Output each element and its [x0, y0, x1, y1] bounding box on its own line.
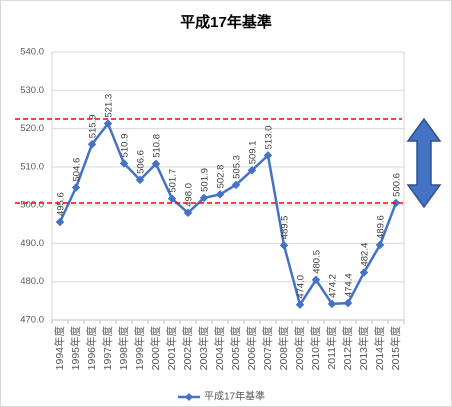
data-point	[183, 208, 193, 218]
data-point	[71, 183, 81, 192]
data-label: 515.9	[88, 114, 99, 138]
data-point	[359, 268, 369, 277]
x-tick-label: 1995年度	[69, 326, 82, 371]
x-tick-label: 1996年度	[85, 326, 98, 371]
data-label: 501.9	[200, 168, 211, 192]
data-point	[343, 298, 353, 308]
x-tick-label: 1998年度	[117, 326, 130, 371]
series-line	[58, 122, 398, 306]
legend-marker-diamond-icon	[185, 393, 193, 401]
data-point	[263, 151, 273, 160]
data-label: 501.7	[168, 169, 179, 193]
data-point	[279, 240, 289, 250]
y-tick-label: 510.0	[20, 161, 44, 172]
data-label: 480.5	[312, 250, 323, 274]
data-label: 474.0	[296, 275, 307, 299]
data-point	[199, 193, 209, 203]
x-tick-label: 2007年度	[261, 326, 274, 371]
x-tick-label: 2008年度	[277, 326, 290, 371]
data-label: 495.6	[56, 192, 67, 216]
chart-title: 平成17年基準	[180, 13, 272, 31]
data-label: 510.8	[152, 134, 163, 158]
data-label: 500.6	[392, 173, 403, 197]
data-point	[295, 300, 305, 310]
data-label: 482.4	[360, 243, 371, 267]
x-axis: 1994年度 1995年度 1996年度 1997年度 1998年度 1999年度 2000…	[51, 319, 405, 371]
data-labels: 495.6 504.6 515.9 521.3 510.9 506.6 510.8 501.7…	[56, 94, 403, 299]
x-tick-label: 2003年度	[197, 326, 210, 371]
data-point	[87, 139, 97, 149]
x-tick-label: 2001年度	[165, 326, 178, 371]
y-tick-label: 530.0	[20, 85, 44, 96]
x-tick-label: 2014年度	[373, 326, 386, 371]
y-tick-label: 520.0	[20, 123, 44, 134]
data-point	[327, 299, 337, 309]
data-point	[151, 159, 161, 169]
y-tick-label: 480.0	[20, 276, 44, 287]
data-label: 502.8	[216, 165, 227, 189]
data-point	[375, 240, 385, 250]
x-tick-label: 2012年度	[341, 326, 354, 371]
x-tick-label: 2015年度	[389, 326, 402, 371]
data-label: 504.6	[72, 158, 83, 182]
x-tick-label: 2006年度	[245, 326, 258, 371]
x-tick-label: 2002年度	[181, 326, 194, 371]
legend-label: 平成17年基準	[204, 390, 265, 403]
legend: 平成17年基準	[178, 390, 265, 403]
data-point	[135, 175, 145, 185]
data-label: 498.0	[184, 183, 195, 207]
x-tick-label: 2009年度	[293, 326, 306, 371]
x-tick-label: 2013年度	[357, 326, 370, 371]
x-tick-label: 2005年度	[229, 326, 242, 371]
y-axis: 470.0 480.0 490.0 500.0 510.0 520.0 530.0 540.0	[20, 47, 44, 326]
x-tick-label: 2011年度	[325, 326, 338, 370]
x-tick-label: 2004年度	[213, 326, 226, 371]
data-label: 509.1	[248, 141, 259, 165]
data-label: 505.3	[232, 155, 243, 179]
x-tick-label: 1994年度	[53, 326, 66, 371]
data-point	[247, 165, 257, 175]
double-arrow-icon	[406, 117, 442, 209]
reference-lines	[15, 118, 403, 204]
data-label: 521.3	[104, 94, 115, 118]
x-tick-label: 1997年度	[101, 326, 114, 371]
x-tick-label: 2010年度	[309, 326, 322, 371]
data-point	[391, 198, 401, 208]
data-label: 474.2	[328, 274, 339, 298]
data-label: 510.9	[120, 134, 131, 158]
data-point	[231, 180, 241, 190]
y-tick-label: 500.0	[20, 200, 44, 211]
series-group	[55, 119, 401, 310]
y-tick-label: 470.0	[20, 315, 44, 326]
x-tick-label: 1999年度	[133, 326, 146, 371]
data-point	[215, 190, 225, 199]
y-tick-label: 490.0	[20, 238, 44, 249]
data-point	[119, 159, 129, 168]
data-point	[167, 194, 177, 203]
y-tick-label: 540.0	[20, 47, 44, 58]
x-tick-label: 2000年度	[149, 326, 162, 371]
data-label: 474.4	[344, 273, 355, 297]
data-label: 506.6	[136, 150, 147, 174]
data-point	[103, 119, 113, 128]
data-label: 513.0	[264, 126, 275, 150]
data-point	[311, 275, 321, 285]
data-label: 489.6	[376, 215, 387, 239]
data-label: 489.5	[280, 216, 291, 240]
data-point	[55, 217, 65, 227]
